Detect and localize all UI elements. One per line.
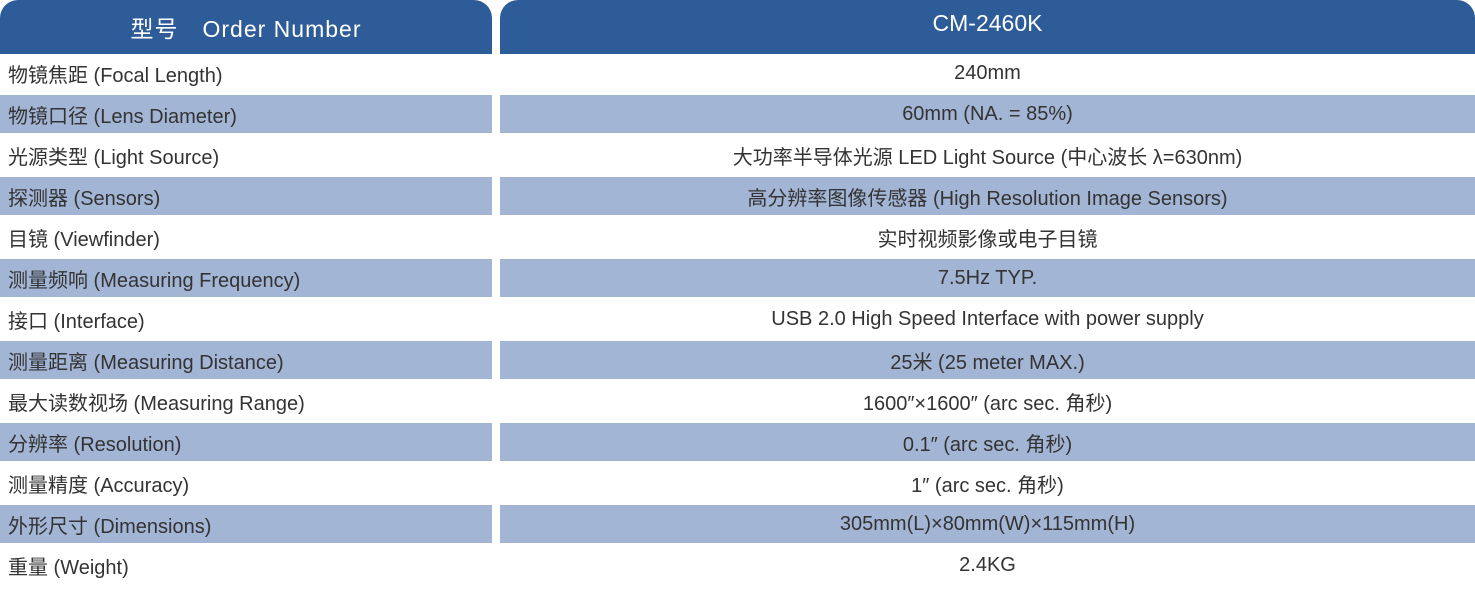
spec-label: 外形尺寸 (Dimensions) — [0, 505, 492, 546]
table-row: 测量精度 (Accuracy)1″ (arc sec. 角秒) — [0, 464, 1475, 505]
spec-label: 探测器 (Sensors) — [0, 177, 492, 218]
spec-label: 测量频响 (Measuring Frequency) — [0, 259, 492, 300]
spec-label: 最大读数视场 (Measuring Range) — [0, 382, 492, 423]
spec-value: 7.5Hz TYP. — [500, 259, 1475, 300]
spec-value: 240mm — [500, 54, 1475, 95]
spec-label: 重量 (Weight) — [0, 546, 492, 587]
header-value: CM-2460K — [500, 0, 1475, 54]
table-row: 分辨率 (Resolution)0.1″ (arc sec. 角秒) — [0, 423, 1475, 464]
table-row: 外形尺寸 (Dimensions)305mm(L)×80mm(W)×115mm(… — [0, 505, 1475, 546]
spec-value: 2.4KG — [500, 546, 1475, 587]
spec-value: 实时视频影像或电子目镜 — [500, 218, 1475, 259]
table-row: 物镜焦距 (Focal Length)240mm — [0, 54, 1475, 95]
table-row: 测量频响 (Measuring Frequency)7.5Hz TYP. — [0, 259, 1475, 300]
table-header-row: 型号 Order Number CM-2460K — [0, 0, 1475, 54]
spec-label: 目镜 (Viewfinder) — [0, 218, 492, 259]
spec-value: 1″ (arc sec. 角秒) — [500, 464, 1475, 505]
spec-label: 接口 (Interface) — [0, 300, 492, 341]
spec-value: 高分辨率图像传感器 (High Resolution Image Sensors… — [500, 177, 1475, 218]
table-row: 物镜口径 (Lens Diameter)60mm (NA. = 85%) — [0, 95, 1475, 136]
table-row: 探测器 (Sensors)高分辨率图像传感器 (High Resolution … — [0, 177, 1475, 218]
spec-label: 物镜焦距 (Focal Length) — [0, 54, 492, 95]
table-body: 物镜焦距 (Focal Length)240mm物镜口径 (Lens Diame… — [0, 54, 1475, 587]
table-row: 重量 (Weight)2.4KG — [0, 546, 1475, 587]
spec-label: 分辨率 (Resolution) — [0, 423, 492, 464]
spec-label: 光源类型 (Light Source) — [0, 136, 492, 177]
table-row: 测量距离 (Measuring Distance)25米 (25 meter M… — [0, 341, 1475, 382]
spec-label: 测量距离 (Measuring Distance) — [0, 341, 492, 382]
spec-value: 0.1″ (arc sec. 角秒) — [500, 423, 1475, 464]
spec-value: 60mm (NA. = 85%) — [500, 95, 1475, 136]
table-row: 最大读数视场 (Measuring Range)1600″×1600″ (arc… — [0, 382, 1475, 423]
spec-label: 物镜口径 (Lens Diameter) — [0, 95, 492, 136]
spec-value: 1600″×1600″ (arc sec. 角秒) — [500, 382, 1475, 423]
table-row: 目镜 (Viewfinder)实时视频影像或电子目镜 — [0, 218, 1475, 259]
spec-value: 305mm(L)×80mm(W)×115mm(H) — [500, 505, 1475, 546]
table-row: 光源类型 (Light Source)大功率半导体光源 LED Light So… — [0, 136, 1475, 177]
spec-value: 大功率半导体光源 LED Light Source (中心波长 λ=630nm) — [500, 136, 1475, 177]
spec-value: USB 2.0 High Speed Interface with power … — [500, 300, 1475, 341]
spec-label: 测量精度 (Accuracy) — [0, 464, 492, 505]
header-label: 型号 Order Number — [0, 0, 492, 54]
specification-table: 型号 Order Number CM-2460K 物镜焦距 (Focal Len… — [0, 0, 1475, 587]
table-row: 接口 (Interface)USB 2.0 High Speed Interfa… — [0, 300, 1475, 341]
spec-value: 25米 (25 meter MAX.) — [500, 341, 1475, 382]
